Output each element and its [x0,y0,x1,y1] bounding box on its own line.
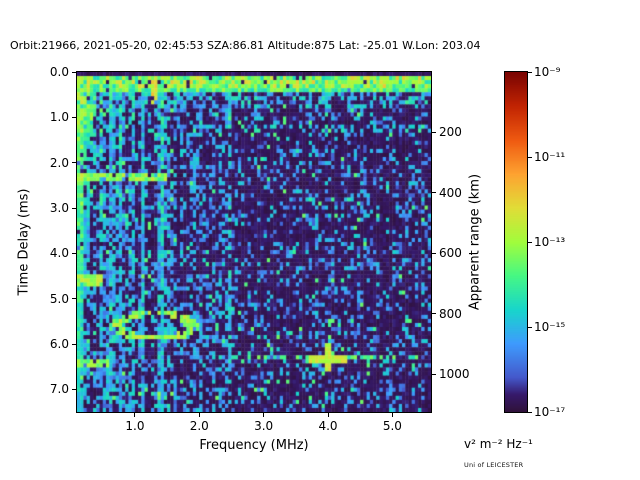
x-axis-label: Frequency (MHz) [199,438,309,453]
range-tick-label: 400 [439,185,462,200]
colorbar-tick-label: 10⁻¹⁷ [534,405,566,419]
y-tick-mark [72,207,76,209]
range-tick-mark [432,192,436,194]
range-tick-label: 600 [439,246,462,261]
colorbar-tick-label: 10⁻⁹ [534,65,561,79]
y-tick-label: 4.0 [49,246,69,261]
range-tick-label: 200 [439,125,462,140]
y-tick-mark [72,343,76,345]
heatmap-canvas [77,72,431,412]
y-tick-label: 0.0 [49,65,69,79]
x-tick-mark [263,413,265,417]
y-tick-mark [72,162,76,164]
colorbar-tick-mark [528,411,532,413]
range-tick-mark [432,373,436,375]
plot-frame [76,71,432,413]
x-tick-label: 3.0 [254,419,274,433]
colorbar-tick-mark [528,241,532,243]
y-tick-label: 7.0 [49,382,69,397]
colorbar-tick-label: 10⁻¹³ [534,235,566,249]
y-tick-mark [72,252,76,254]
y-tick-mark [72,116,76,118]
colorbar-frame [504,71,528,413]
x-tick-label: 1.0 [125,419,145,433]
y-tick-mark [72,71,76,73]
colorbar-tick-mark [528,326,532,328]
range-tick-mark [432,313,436,315]
colorbar-tick-label: 10⁻¹⁵ [534,320,566,334]
range-tick-mark [432,252,436,254]
y-tick-mark [72,388,76,390]
x-tick-label: 4.0 [318,419,338,433]
x-tick-mark [391,413,393,417]
colorbar-unit-label: v² m⁻² Hz⁻¹ [464,437,533,451]
x-tick-label: 5.0 [382,419,402,433]
x-tick-mark [134,413,136,417]
colorbar-tick-label: 10⁻¹¹ [534,150,566,164]
colorbar-tick-mark [528,156,532,158]
y-tick-label: 5.0 [49,291,69,306]
y-axis-label-left: Time Delay (ms) [16,188,32,296]
colorbar-gradient [505,72,527,412]
range-tick-label: 800 [439,306,462,321]
y-tick-mark [72,298,76,300]
figure-title: Orbit:21966, 2021-05-20, 02:45:53 SZA:86… [10,39,481,52]
y-tick-label: 6.0 [49,337,69,351]
y-tick-label: 3.0 [49,201,69,215]
credit-text: Uni of LEICESTER [464,461,524,469]
colorbar-tick-mark [528,71,532,73]
range-tick-mark [432,131,436,133]
range-tick-label: 1000 [439,367,470,382]
y-tick-label: 1.0 [49,110,69,125]
x-tick-mark [327,413,329,417]
y-tick-label: 2.0 [49,155,69,170]
x-tick-label: 2.0 [189,419,209,433]
x-tick-mark [198,413,200,417]
